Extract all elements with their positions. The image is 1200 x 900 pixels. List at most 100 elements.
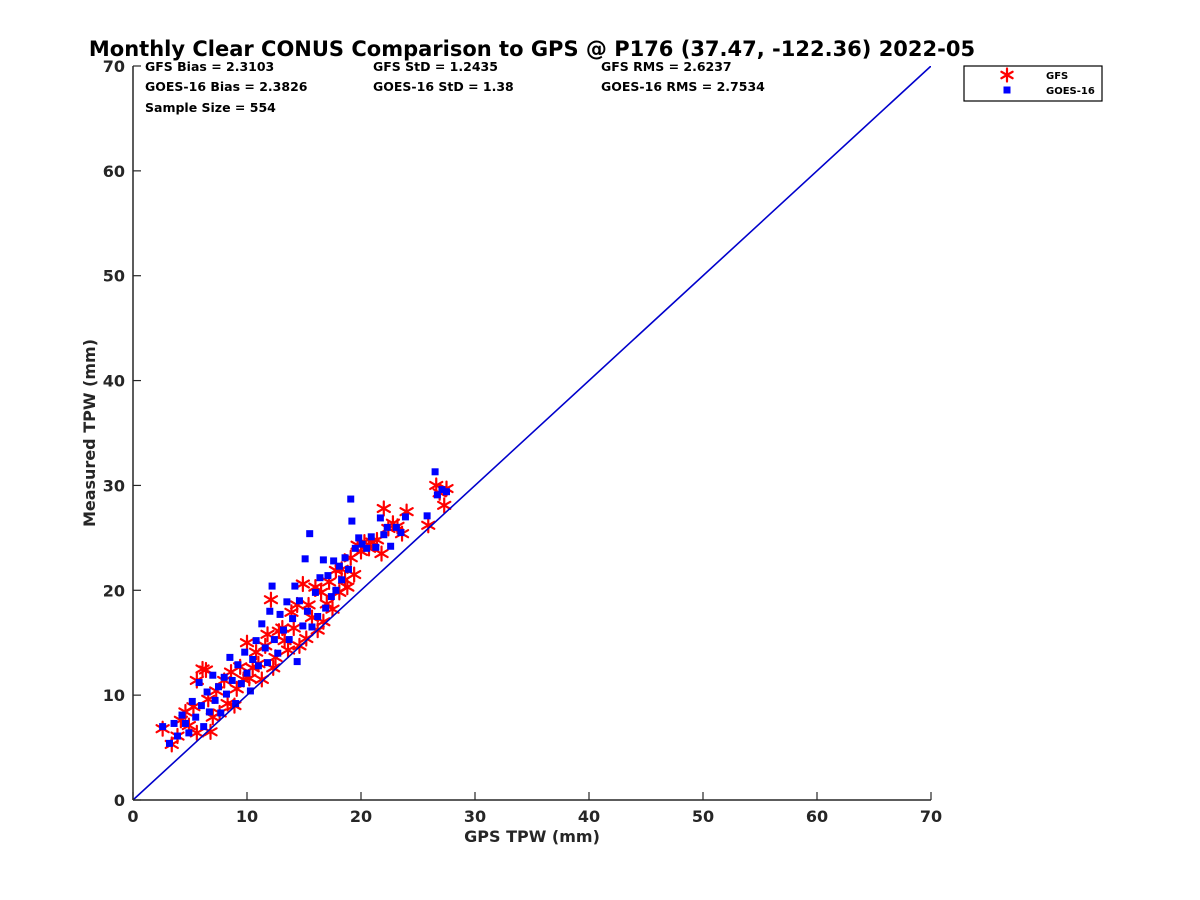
goes16-point: [401, 513, 409, 521]
gfs-point: [254, 671, 269, 688]
goes16-point: [289, 615, 297, 623]
gfs-point: [280, 641, 296, 659]
x-tick-label: 60: [806, 807, 828, 826]
gfs-std-text: GFS StD = 1.2435: [373, 59, 498, 74]
goes16-point: [215, 683, 222, 691]
y-axis-label: Measured TPW (mm): [80, 339, 99, 527]
goes16-point: [274, 649, 282, 657]
legend-box: [963, 65, 1103, 102]
goes16-point: [397, 529, 405, 537]
legend-gfs-label: GFS: [1046, 71, 1068, 82]
y-tick-label: 30: [103, 476, 125, 495]
goes16-point: [283, 598, 291, 606]
gfs-point: [340, 579, 355, 596]
goes16-point: [299, 622, 307, 630]
goes16-point: [348, 517, 356, 525]
goes16-point: [200, 723, 208, 731]
goes-bias-text: GOES-16 Bias = 2.3826: [145, 79, 308, 94]
goes16-point: [387, 542, 395, 550]
goes16-point: [322, 604, 330, 612]
goes16-point: [303, 607, 311, 615]
goes16-point: [291, 582, 299, 590]
gfs-point: [376, 500, 391, 517]
goes16-point: [270, 636, 278, 644]
goes16-point: [431, 468, 439, 476]
gfs-point: [295, 575, 311, 593]
x-tick-label: 30: [464, 807, 486, 826]
goes16-point: [293, 658, 301, 666]
goes16-point: [392, 523, 400, 531]
gfs-point: [189, 724, 205, 741]
goes16-point: [338, 576, 346, 584]
goes16-point: [237, 680, 245, 688]
gfs-point: [239, 634, 255, 651]
goes16-point: [178, 711, 186, 719]
chart-title: Monthly Clear CONUS Comparison to GPS @ …: [89, 37, 975, 61]
y-tick-label: 20: [103, 581, 125, 600]
goes16-point: [380, 531, 388, 539]
goes16-point: [316, 574, 324, 582]
gfs-rms-text: GFS RMS = 2.6237: [601, 59, 732, 74]
goes16-point: [252, 637, 260, 645]
goes16-point: [226, 653, 234, 661]
goes16-point: [319, 556, 327, 564]
legend-gfs-marker: [1000, 67, 1014, 83]
goes16-point: [192, 713, 200, 721]
y-tick-label: 50: [103, 267, 125, 286]
goes16-point: [258, 620, 266, 628]
goes16-point: [376, 514, 384, 522]
goes16-point: [438, 486, 446, 494]
goes16-point: [181, 719, 189, 727]
goes16-point: [185, 729, 193, 737]
x-tick-label: 20: [350, 807, 372, 826]
goes16-point: [173, 732, 181, 740]
goes16-point: [341, 554, 349, 562]
y-tick-label: 40: [103, 372, 125, 391]
goes16-point: [197, 702, 205, 710]
x-tick-label: 50: [692, 807, 714, 826]
goes16-point: [222, 690, 230, 698]
goes16-point: [266, 607, 274, 615]
gfs-point: [220, 695, 235, 712]
goes16-point: [358, 540, 366, 548]
gfs-point: [263, 591, 279, 608]
x-tick-label: 10: [236, 807, 258, 826]
goes16-point: [332, 586, 340, 594]
goes16-point: [276, 610, 284, 618]
goes16-point: [330, 557, 338, 565]
goes16-point: [279, 626, 287, 634]
goes16-point: [311, 588, 319, 596]
goes16-point: [165, 739, 173, 747]
goes16-point: [220, 673, 228, 681]
goes16-point: [188, 697, 196, 705]
goes16-point: [314, 613, 322, 620]
sample-size-text: Sample Size = 554: [145, 100, 276, 115]
goes16-point: [249, 655, 257, 663]
goes16-point: [209, 671, 217, 679]
goes16-point: [217, 709, 225, 717]
stats-block: GFS Bias = 2.3103 GFS StD = 1.2435 GFS R…: [145, 59, 765, 115]
goes-rms-text: GOES-16 RMS = 2.7534: [601, 79, 765, 94]
goes16-point: [295, 597, 303, 605]
goes16-point: [344, 565, 352, 573]
gfs-point: [374, 545, 389, 562]
goes16-point: [205, 708, 213, 716]
goes16-point: [232, 700, 240, 708]
goes16-point: [355, 534, 363, 542]
goes16-point: [324, 572, 332, 580]
x-tick-label: 40: [578, 807, 600, 826]
goes16-point: [327, 593, 335, 601]
goes16-point: [363, 544, 371, 552]
goes16-point: [347, 495, 355, 503]
goes16-point: [383, 523, 391, 531]
goes16-point: [195, 679, 203, 687]
gfs-point: [437, 497, 452, 514]
gfs-point: [286, 619, 301, 637]
goes16-point: [211, 696, 219, 704]
axes: [132, 66, 931, 801]
y-tick-label: 60: [103, 162, 125, 181]
legend: GFS GOES-16: [963, 65, 1103, 102]
goes16-point: [367, 533, 375, 541]
one-to-one-line: [133, 66, 931, 800]
